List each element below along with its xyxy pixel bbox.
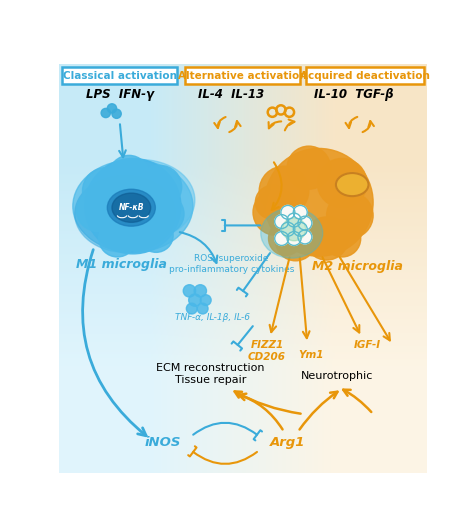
Circle shape: [109, 156, 149, 195]
FancyBboxPatch shape: [306, 67, 423, 84]
Circle shape: [264, 149, 373, 256]
Circle shape: [268, 221, 302, 255]
Text: M1 microglia: M1 microglia: [76, 258, 167, 271]
Text: FIZZ1
CD206: FIZZ1 CD206: [248, 340, 286, 362]
Circle shape: [197, 303, 208, 314]
Ellipse shape: [336, 173, 368, 196]
Circle shape: [317, 158, 367, 208]
Circle shape: [293, 222, 307, 236]
Circle shape: [283, 218, 306, 241]
Text: Classical activation: Classical activation: [63, 71, 177, 81]
Circle shape: [298, 230, 312, 244]
Circle shape: [201, 295, 211, 305]
Circle shape: [183, 285, 196, 297]
Circle shape: [275, 215, 289, 228]
Circle shape: [275, 232, 289, 245]
Circle shape: [287, 213, 301, 227]
Circle shape: [287, 146, 330, 189]
Text: Neurotrophic: Neurotrophic: [301, 371, 373, 381]
Circle shape: [281, 222, 295, 236]
Text: ROS, superoxide
pro-inflammatory cytokines: ROS, superoxide pro-inflammatory cytokin…: [169, 254, 294, 273]
Circle shape: [253, 189, 300, 235]
Ellipse shape: [73, 160, 193, 252]
Text: ECM reconstruction
Tissue repair: ECM reconstruction Tissue repair: [156, 363, 264, 385]
Text: IL-10  TGF-β: IL-10 TGF-β: [314, 88, 393, 101]
FancyBboxPatch shape: [63, 67, 177, 84]
Circle shape: [194, 285, 207, 297]
Text: IGF-I: IGF-I: [354, 340, 381, 350]
Circle shape: [189, 294, 201, 306]
FancyBboxPatch shape: [185, 67, 300, 84]
Circle shape: [144, 194, 184, 234]
Circle shape: [138, 165, 182, 209]
Text: iNOS: iNOS: [144, 436, 181, 449]
Circle shape: [139, 218, 173, 252]
Text: LPS  IFN-γ: LPS IFN-γ: [86, 88, 154, 101]
Circle shape: [298, 216, 312, 230]
Circle shape: [186, 303, 197, 314]
Circle shape: [82, 168, 129, 214]
Ellipse shape: [107, 189, 155, 226]
Text: NF-κB: NF-κB: [118, 203, 144, 212]
Text: TNF-α, IL-1β, IL-6: TNF-α, IL-1β, IL-6: [175, 313, 250, 322]
Circle shape: [76, 189, 120, 232]
Ellipse shape: [112, 193, 151, 222]
Circle shape: [99, 220, 136, 257]
Circle shape: [275, 221, 316, 261]
Circle shape: [259, 166, 309, 216]
Ellipse shape: [86, 160, 195, 241]
Circle shape: [107, 104, 117, 113]
Text: Acquired deactivation: Acquired deactivation: [300, 71, 429, 81]
Text: IL-4  IL-13: IL-4 IL-13: [198, 88, 264, 101]
Circle shape: [287, 232, 301, 245]
Circle shape: [305, 217, 348, 260]
Ellipse shape: [261, 208, 323, 258]
Circle shape: [112, 109, 121, 118]
Text: Arg1: Arg1: [270, 436, 306, 449]
Circle shape: [255, 185, 290, 219]
Circle shape: [121, 214, 160, 252]
Circle shape: [327, 192, 373, 238]
Circle shape: [293, 205, 307, 219]
Ellipse shape: [75, 175, 175, 252]
Circle shape: [324, 220, 361, 257]
Text: M2 microglia: M2 microglia: [312, 260, 403, 273]
Circle shape: [101, 108, 110, 118]
Text: Ym1: Ym1: [298, 350, 324, 360]
Circle shape: [85, 158, 181, 254]
Circle shape: [281, 205, 295, 219]
Text: Alternative activation: Alternative activation: [178, 71, 307, 81]
